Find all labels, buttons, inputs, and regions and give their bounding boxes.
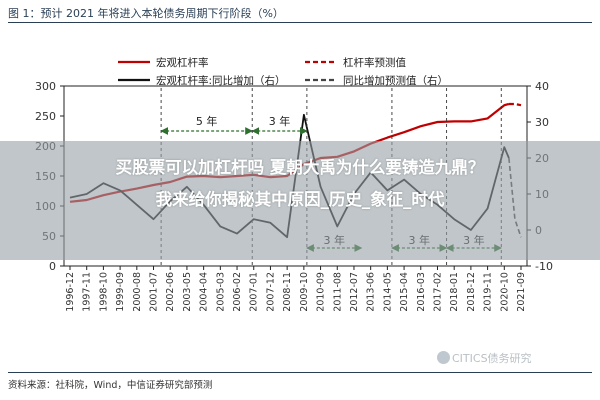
- cycle-label: 5 年: [196, 114, 218, 128]
- x-tick-label: 2011-08: [332, 272, 343, 312]
- left-tick-label: 250: [35, 110, 56, 123]
- x-tick-label: 2020-10: [499, 272, 510, 312]
- x-tick-label: 2018-12: [466, 272, 477, 312]
- headline-line-1: 买股票可以加杠杆吗 夏朝大禹为什么要铸造九鼎？: [115, 158, 485, 177]
- legend-label: 宏观杠杆率:同比增加（右）: [156, 74, 286, 87]
- x-tick-label: 2019-11: [483, 272, 494, 312]
- x-tick-label: 2014-05: [382, 272, 393, 312]
- headline-overlay-text: 买股票可以加杠杆吗 夏朝大禹为什么要铸造九鼎？ 我来给你揭秘其中原因_历史_象征…: [0, 152, 600, 216]
- source-rule: [8, 372, 592, 373]
- headline-overlay: [0, 141, 600, 260]
- right-tick-label: 30: [535, 116, 549, 129]
- left-tick-label: 0: [49, 260, 56, 273]
- legend-label: 同比增加预测值（右）: [343, 74, 448, 87]
- x-tick-label: 2000-08: [132, 272, 143, 312]
- left-tick-label: 300: [35, 80, 56, 93]
- x-tick-label: 2017-02: [432, 272, 443, 312]
- x-tick-label: 2010-09: [316, 272, 327, 312]
- x-tick-label: 2002-06: [165, 272, 176, 312]
- x-tick-label: 2012-07: [349, 272, 360, 312]
- legend-label: 宏观杠杆率: [156, 56, 209, 69]
- legend-label: 杠杆率预测值: [343, 56, 406, 69]
- x-tick-label: 1997-11: [82, 272, 93, 312]
- cycle-label: 3 年: [269, 114, 291, 128]
- x-tick-label: 2015-04: [399, 272, 410, 312]
- x-tick-label: 2007-12: [265, 272, 276, 312]
- x-tick-label: 2005-03: [215, 272, 226, 312]
- x-tick-label: 2016-03: [416, 272, 427, 312]
- right-tick-label: -10: [535, 260, 553, 273]
- x-tick-label: 2018-01: [449, 272, 460, 312]
- title-rule: [8, 22, 592, 23]
- headline-line-2: 我来给你揭秘其中原因_历史_象征_时代: [155, 190, 445, 209]
- x-tick-label: 2003-05: [182, 272, 193, 312]
- source-note: 资料来源：社科院，Wind，中信证券研究部预测: [8, 380, 213, 391]
- x-tick-label: 2007-01: [249, 272, 260, 312]
- x-tick-label: 1996-12: [65, 272, 76, 312]
- right-tick-label: 40: [535, 80, 549, 93]
- x-tick-label: 2008-11: [282, 272, 293, 312]
- watermark: CITICS债务研究: [452, 352, 532, 365]
- figure-title: 图 1：预计 2021 年将进入本轮债务周期下行阶段（%）: [8, 7, 284, 20]
- x-tick-label: 2009-10: [299, 272, 310, 312]
- x-tick-label: 2001-07: [149, 272, 160, 312]
- x-tick-label: 2004-04: [199, 272, 210, 312]
- x-tick-label: 2013-06: [366, 272, 377, 312]
- x-tick-label: 1998-10: [98, 272, 109, 312]
- watermark-logo-icon: [437, 351, 450, 364]
- x-tick-label: 1999-09: [115, 272, 126, 312]
- leverage-forecast-line: [508, 102, 522, 107]
- x-tick-label: 2006-02: [232, 272, 243, 312]
- x-tick-label: 2021-09: [516, 272, 527, 312]
